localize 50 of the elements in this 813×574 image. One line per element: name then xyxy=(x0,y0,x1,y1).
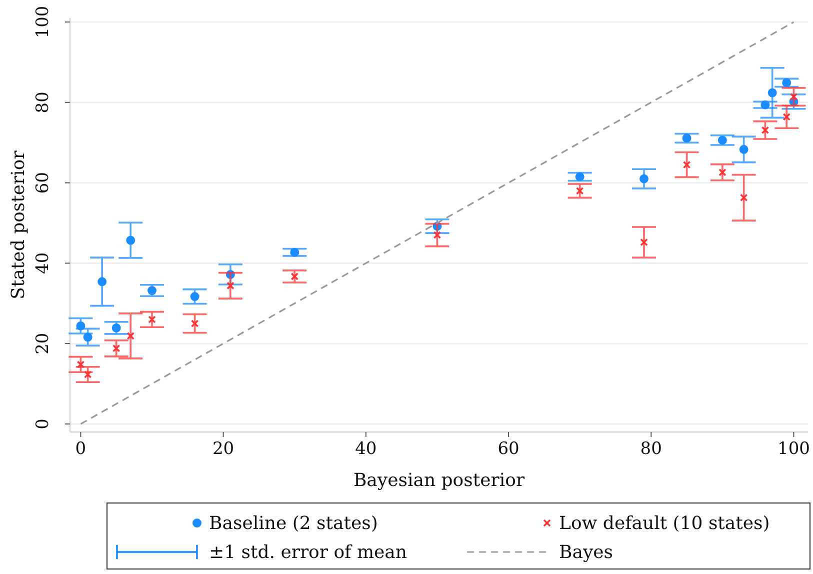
legend-label: Low default (10 states) xyxy=(559,513,770,534)
point xyxy=(782,78,792,88)
y-tick-label: 40 xyxy=(33,252,53,274)
point xyxy=(126,332,135,340)
point xyxy=(740,194,748,202)
point xyxy=(83,332,92,342)
point xyxy=(718,168,726,176)
point xyxy=(190,320,199,328)
y-axis-title: Stated posterior xyxy=(8,150,29,300)
point xyxy=(682,160,691,169)
text: ±1 std. error of mean xyxy=(209,542,408,563)
x-tick-label: 40 xyxy=(355,439,377,459)
point xyxy=(76,360,85,368)
legend-label: Bayes xyxy=(559,542,614,563)
point xyxy=(98,277,107,286)
y-tick-label: 60 xyxy=(33,172,53,194)
legend-label: Baseline (2 states) xyxy=(209,513,378,534)
point xyxy=(782,112,791,121)
x-tick-label: 20 xyxy=(212,439,234,459)
point xyxy=(190,292,200,302)
point xyxy=(112,323,121,332)
point xyxy=(433,231,442,239)
y-tick-label: 100 xyxy=(33,6,53,38)
x-tick-label: 80 xyxy=(640,439,662,459)
point xyxy=(768,88,777,98)
point xyxy=(226,282,234,290)
point xyxy=(640,174,648,184)
x-axis-title: Bayesian posterior xyxy=(353,470,525,491)
point xyxy=(148,286,156,296)
point xyxy=(84,370,92,378)
x-tick-label: 0 xyxy=(75,439,86,459)
x-tick-label: 100 xyxy=(778,439,810,459)
x-tick-label: 60 xyxy=(498,439,520,459)
point xyxy=(640,238,648,246)
point xyxy=(761,126,770,134)
point xyxy=(290,272,299,280)
point xyxy=(148,316,156,324)
point xyxy=(576,186,584,195)
point xyxy=(126,236,136,245)
y-tick-label: 80 xyxy=(33,92,53,114)
point xyxy=(290,248,300,257)
point xyxy=(760,100,770,110)
point xyxy=(718,136,727,145)
point xyxy=(790,92,798,101)
point xyxy=(575,172,584,182)
point xyxy=(682,134,692,143)
y-tick-label: 0 xyxy=(33,418,53,430)
point xyxy=(739,144,748,154)
point xyxy=(112,344,120,352)
y-tick-label: 20 xyxy=(33,332,53,354)
